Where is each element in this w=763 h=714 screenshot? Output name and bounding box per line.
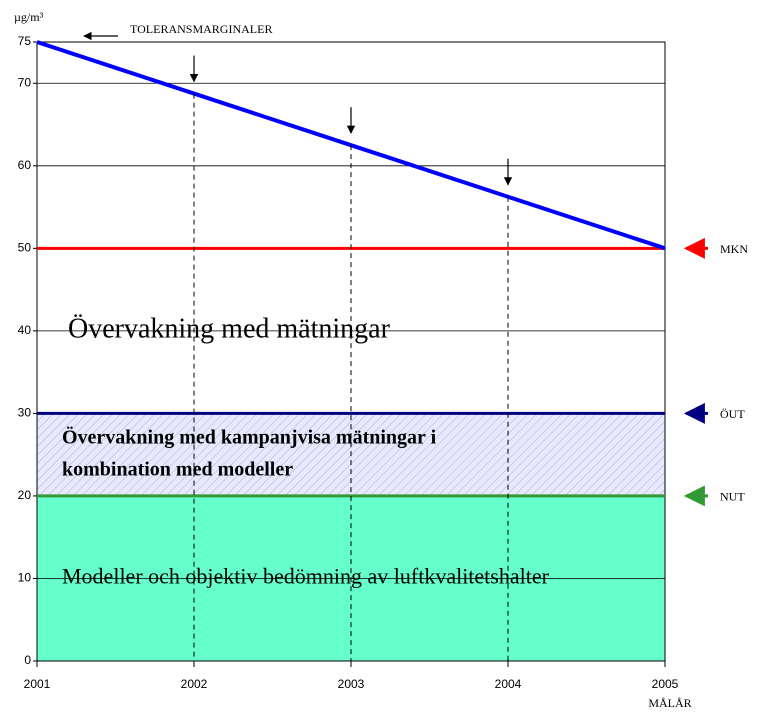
y-tick-label: 40 <box>18 323 32 337</box>
y-tick-label: 0 <box>24 653 31 667</box>
threshold-label: MKN <box>720 242 748 256</box>
zone-label: Modeller och objektiv bedömning av luftk… <box>62 564 550 589</box>
x-tick-label: 2001 <box>24 677 51 691</box>
x-tick-label: 2003 <box>338 677 365 691</box>
x-axis-label: MÅLÅR <box>648 696 691 710</box>
y-tick-label: 30 <box>18 406 32 420</box>
threshold-label: NUT <box>720 490 745 504</box>
x-tick-label: 2002 <box>181 677 208 691</box>
zone-label: Övervakning med kampanjvisa mätningar i <box>62 425 437 448</box>
y-tick-label: 75 <box>18 34 32 48</box>
x-tick-label: 2004 <box>495 677 522 691</box>
x-tick-label: 2005 <box>652 677 679 691</box>
y-tick-label: 50 <box>18 241 32 255</box>
y-tick-label: 70 <box>18 75 32 89</box>
zone-label: kombination med modeller <box>62 458 293 480</box>
y-axis-label: µg/m³ <box>14 10 44 24</box>
zone-label: Övervakning med mätningar <box>68 313 391 344</box>
y-tick-label: 60 <box>18 158 32 172</box>
series-name: TOLERANSMARGINALER <box>130 22 272 36</box>
threshold-label: ÖUT <box>720 407 745 421</box>
y-tick-label: 20 <box>18 488 32 502</box>
y-tick-label: 10 <box>18 571 32 585</box>
